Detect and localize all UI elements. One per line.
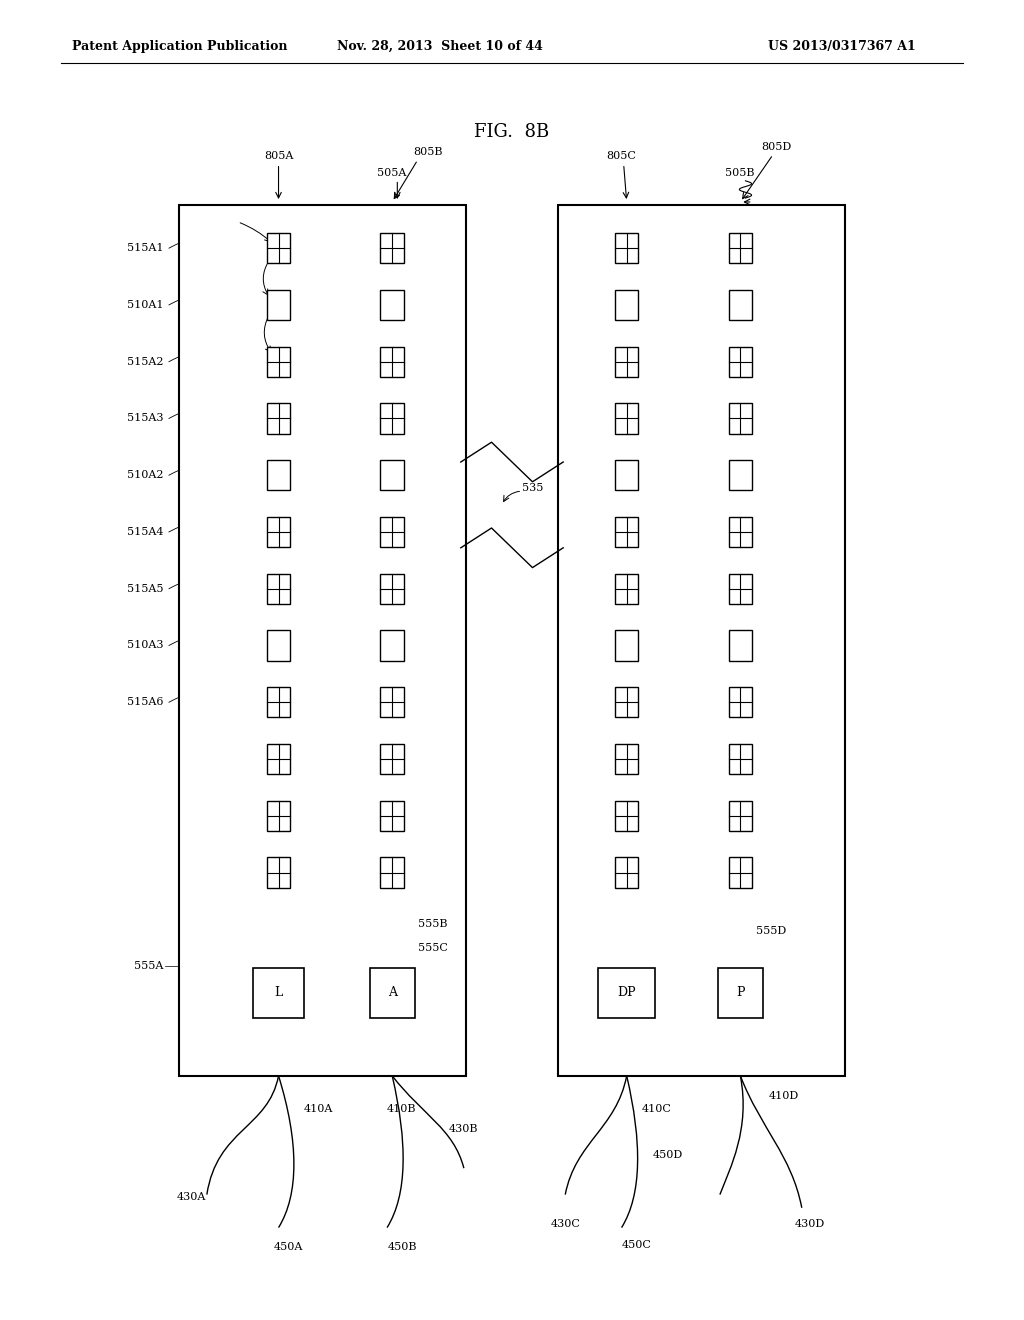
Bar <box>729 459 752 490</box>
Bar <box>729 346 752 378</box>
Bar <box>381 858 403 887</box>
Bar <box>381 631 403 660</box>
Text: 430C: 430C <box>550 1218 581 1229</box>
Bar <box>381 516 403 546</box>
Text: 555A: 555A <box>134 961 164 972</box>
Bar <box>381 232 403 263</box>
Bar <box>729 232 752 263</box>
Text: 515A4: 515A4 <box>127 527 164 537</box>
Text: 510A2: 510A2 <box>127 470 164 480</box>
Text: 430D: 430D <box>795 1218 825 1229</box>
Text: DP: DP <box>617 986 636 999</box>
Text: 430B: 430B <box>449 1123 478 1134</box>
Bar <box>729 289 752 319</box>
Text: Patent Application Publication: Patent Application Publication <box>72 40 287 53</box>
Bar <box>729 858 752 887</box>
Text: 805A: 805A <box>264 150 293 161</box>
Bar <box>614 403 639 433</box>
Bar <box>729 686 752 718</box>
Bar <box>614 800 639 832</box>
Bar <box>266 403 291 433</box>
Text: US 2013/0317367 A1: US 2013/0317367 A1 <box>768 40 915 53</box>
Text: 410B: 410B <box>387 1104 417 1114</box>
Bar <box>381 289 403 319</box>
Bar <box>729 800 752 832</box>
Text: 515A3: 515A3 <box>127 413 164 424</box>
Bar <box>614 459 639 490</box>
Text: 410A: 410A <box>304 1104 334 1114</box>
Bar <box>381 573 403 603</box>
Bar <box>266 858 291 887</box>
Bar <box>614 744 639 774</box>
Text: 510A3: 510A3 <box>127 640 164 651</box>
Bar <box>614 858 639 887</box>
Text: 450B: 450B <box>388 1242 417 1253</box>
Bar <box>614 232 639 263</box>
Bar <box>381 744 403 774</box>
Text: 430A: 430A <box>177 1192 206 1203</box>
Bar <box>266 573 291 603</box>
Text: 505B: 505B <box>725 168 755 178</box>
Text: 410C: 410C <box>642 1104 672 1114</box>
Text: 555D: 555D <box>756 925 786 936</box>
Text: 515A1: 515A1 <box>127 243 164 253</box>
Bar <box>266 631 291 660</box>
Text: 515A5: 515A5 <box>127 583 164 594</box>
Text: 510A1: 510A1 <box>127 300 164 310</box>
Bar <box>266 459 291 490</box>
Text: 555B: 555B <box>418 919 447 929</box>
Bar <box>253 968 304 1018</box>
Bar <box>381 403 403 433</box>
Bar <box>381 800 403 832</box>
Bar <box>718 968 763 1018</box>
Text: 410D: 410D <box>769 1090 800 1101</box>
Text: 805B: 805B <box>414 147 442 157</box>
Bar <box>614 516 639 546</box>
Bar <box>729 631 752 660</box>
Text: L: L <box>274 986 283 999</box>
Text: 515A6: 515A6 <box>127 697 164 708</box>
Bar <box>598 968 655 1018</box>
Text: P: P <box>736 986 744 999</box>
Text: FIG.  8B: FIG. 8B <box>474 123 550 141</box>
Text: 805D: 805D <box>761 141 792 152</box>
Text: Nov. 28, 2013  Sheet 10 of 44: Nov. 28, 2013 Sheet 10 of 44 <box>337 40 544 53</box>
Bar <box>614 631 639 660</box>
Bar <box>729 744 752 774</box>
Bar <box>614 289 639 319</box>
Bar <box>266 289 291 319</box>
Text: 515A2: 515A2 <box>127 356 164 367</box>
Bar <box>266 686 291 718</box>
Text: 450D: 450D <box>652 1150 683 1160</box>
Bar <box>614 686 639 718</box>
Text: 450A: 450A <box>274 1242 303 1253</box>
Bar <box>614 573 639 603</box>
Bar <box>729 403 752 433</box>
Bar <box>381 459 403 490</box>
Bar <box>381 346 403 378</box>
Bar <box>179 205 466 1076</box>
Bar <box>370 968 415 1018</box>
Bar <box>729 516 752 546</box>
Bar <box>558 205 845 1076</box>
Bar <box>266 516 291 546</box>
Text: 555C: 555C <box>418 942 447 953</box>
Bar <box>266 346 291 378</box>
Text: 450C: 450C <box>622 1239 652 1250</box>
Bar <box>266 232 291 263</box>
Bar <box>614 346 639 378</box>
Text: 805C: 805C <box>606 150 637 161</box>
Bar <box>266 744 291 774</box>
Text: A: A <box>388 986 396 999</box>
Text: 535: 535 <box>522 483 544 494</box>
Text: 505A: 505A <box>377 168 407 178</box>
Bar <box>729 573 752 603</box>
Bar <box>266 800 291 832</box>
Bar <box>381 686 403 718</box>
